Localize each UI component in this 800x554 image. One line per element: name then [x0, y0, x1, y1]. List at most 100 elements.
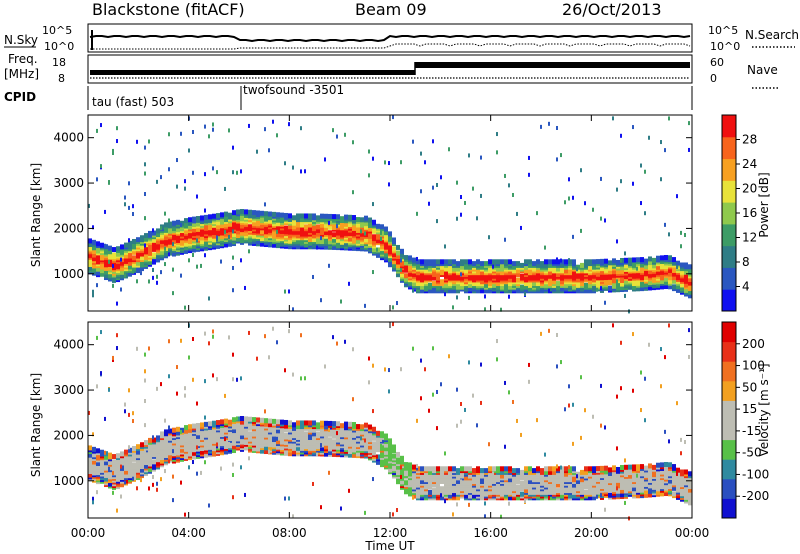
power-cell — [500, 284, 504, 290]
power-cell — [116, 139, 118, 144]
power-cell — [180, 273, 182, 278]
velocity-cell — [420, 488, 424, 494]
power-cell — [96, 128, 98, 133]
power-cell — [424, 286, 428, 292]
power-cell — [688, 280, 692, 286]
velocity-cell — [172, 427, 176, 433]
velocity-cell — [228, 441, 230, 446]
velocity-cell — [172, 449, 174, 454]
velocity-cell — [208, 341, 210, 346]
velocity-cell — [332, 439, 336, 445]
power-cell — [212, 166, 214, 171]
power-cell — [380, 237, 382, 242]
power-cell — [212, 226, 216, 232]
velocity-cell — [384, 449, 388, 455]
velocity-cell — [152, 474, 154, 479]
velocity-cell — [112, 490, 114, 495]
power-cell — [128, 205, 130, 210]
power-cell — [144, 216, 146, 221]
velocity-cell — [444, 499, 446, 504]
velocity-cell — [560, 469, 564, 475]
velocity-cell — [112, 459, 116, 465]
power-cell — [112, 151, 114, 156]
velocity-cell — [372, 426, 376, 432]
velocity-cell — [220, 426, 224, 432]
velocity-cell — [472, 393, 474, 398]
power-cell — [212, 213, 216, 219]
power-cell — [452, 271, 456, 277]
velocity-cell — [208, 443, 212, 449]
velocity-cell — [188, 465, 190, 470]
power-cell — [308, 213, 312, 219]
power-cell — [324, 213, 328, 219]
power-cell — [96, 253, 100, 259]
power-cell — [456, 266, 460, 272]
power-cell — [604, 300, 606, 305]
power-cell — [144, 247, 148, 253]
velocity-cell — [544, 469, 548, 475]
velocity-cell — [124, 402, 126, 407]
power-cell — [408, 255, 412, 261]
velocity-cell — [524, 488, 528, 494]
power-cell — [324, 217, 328, 223]
power-cell — [524, 268, 528, 274]
power-cell — [460, 272, 462, 277]
power-cell — [524, 281, 528, 287]
power-cell — [344, 221, 348, 227]
power-cell — [672, 278, 676, 284]
power-cell — [464, 286, 468, 292]
power-cell — [340, 216, 344, 222]
power-cell — [96, 283, 98, 288]
velocity-cell — [600, 493, 602, 498]
velocity-cell — [360, 424, 364, 430]
power-cell — [652, 263, 656, 269]
velocity-cell — [532, 482, 536, 488]
velocity-cell — [500, 473, 504, 479]
power-cell — [556, 259, 560, 265]
velocity-cell — [212, 334, 214, 339]
power-cell — [460, 259, 464, 265]
power-cell — [500, 262, 504, 268]
power-cell — [676, 260, 680, 266]
velocity-cell — [564, 407, 566, 412]
velocity-cell — [452, 478, 456, 484]
power-cell — [468, 295, 470, 300]
velocity-cell — [596, 482, 600, 488]
power-y-tick-label: 4000 — [53, 131, 84, 145]
velocity-cell — [164, 429, 168, 435]
power-cell — [384, 226, 388, 232]
power-cell — [336, 134, 338, 139]
velocity-cell — [420, 396, 422, 401]
power-cell — [552, 259, 556, 265]
power-cell — [460, 195, 462, 200]
power-cell — [572, 275, 576, 281]
power-cell — [572, 270, 576, 276]
velocity-cell — [268, 418, 272, 424]
power-cell — [652, 257, 656, 263]
power-cell — [340, 221, 344, 227]
freq-tick-low: 8 — [58, 72, 65, 85]
power-cell — [556, 157, 558, 162]
power-cell — [148, 230, 152, 236]
power-cell — [236, 170, 238, 175]
nsearch-trace — [90, 43, 691, 50]
power-cell — [452, 284, 456, 290]
velocity-cell — [176, 426, 180, 432]
velocity-cell — [572, 441, 574, 446]
power-cell — [436, 259, 440, 265]
velocity-cell — [364, 438, 366, 443]
power-cell — [328, 263, 330, 268]
velocity-cell — [200, 435, 204, 441]
power-cell — [112, 148, 114, 153]
power-colorbar-tick-label: 16 — [742, 206, 757, 220]
power-cell — [368, 149, 370, 154]
velocity-cell — [384, 458, 388, 464]
velocity-cell — [276, 419, 280, 425]
power-cell — [364, 231, 366, 236]
velocity-cell — [440, 466, 444, 472]
power-cell — [604, 258, 608, 264]
nsky-label: N.Sky — [4, 33, 38, 47]
power-cell — [600, 258, 604, 264]
velocity-cell — [288, 451, 292, 457]
velocity-cell — [296, 445, 300, 451]
